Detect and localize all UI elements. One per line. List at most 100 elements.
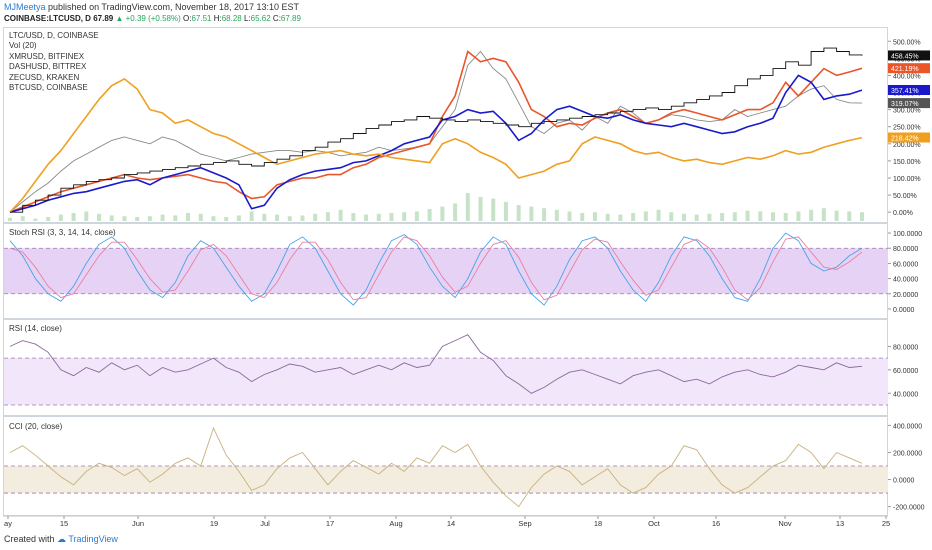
volume-bar xyxy=(262,213,267,221)
created-with-text: Created with xyxy=(4,534,55,544)
series-line-btcusd-coinbase xyxy=(10,47,863,213)
volume-bar xyxy=(427,209,432,221)
price-change: ▲ +0.39 (+0.58%) xyxy=(115,14,181,23)
volume-bar xyxy=(631,213,636,221)
volume-bar xyxy=(745,210,750,221)
open-value: O:67.51 xyxy=(183,14,212,23)
y-tick-label: 250.00% xyxy=(893,125,921,132)
last-price: 67.89 xyxy=(93,14,114,23)
volume-bar xyxy=(224,217,229,221)
y-tick-label: 500.00% xyxy=(893,39,921,46)
volume-bar xyxy=(732,212,737,221)
volume-bar xyxy=(160,214,165,221)
volume-bar xyxy=(796,211,801,221)
volume-bar xyxy=(491,198,496,221)
close-value: C:67.89 xyxy=(272,14,301,23)
last-value-badge xyxy=(888,84,930,95)
volume-bar xyxy=(681,213,686,221)
volume-bar xyxy=(847,211,852,221)
volume-bar xyxy=(414,211,419,221)
x-tick-label: 25 xyxy=(882,519,890,528)
legend-item[interactable]: Vol (20) xyxy=(9,41,37,51)
volume-bar xyxy=(275,214,280,221)
volume-bar xyxy=(821,208,826,221)
author-link[interactable]: MJMeetya xyxy=(4,2,46,12)
y-tick-label: 80.0000 xyxy=(893,344,918,351)
legend-item[interactable]: ZECUSD, KRAKEN xyxy=(9,72,80,82)
legend-item[interactable]: BTCUSD, COINBASE xyxy=(9,83,88,93)
volume-bar xyxy=(580,213,585,221)
volume-bar xyxy=(33,218,38,221)
volume-bar xyxy=(834,210,839,221)
volume-bar xyxy=(503,201,508,221)
tradingview-brand[interactable]: TradingView xyxy=(68,534,118,544)
volume-bar xyxy=(351,213,356,221)
series-line-k xyxy=(9,232,863,306)
last-value-label: 319.07% xyxy=(891,101,919,108)
y-tick-label: 400.0000 xyxy=(893,423,922,430)
y-tick-label: 0.00% xyxy=(893,210,913,217)
symbol-ohlc-row: COINBASE:LTCUSD, D 67.89 ▲ +0.39 (+0.58%… xyxy=(4,13,301,24)
volume-bar xyxy=(554,209,559,221)
series-line-xmrusd-bitfinex xyxy=(9,50,863,213)
x-tick-label: 14 xyxy=(447,519,455,528)
tradingview-logo-icon[interactable]: ☁ xyxy=(57,534,67,544)
last-value-badge xyxy=(888,132,930,143)
x-tick-label: Jun xyxy=(132,519,144,528)
volume-bar xyxy=(618,214,623,221)
volume-bar xyxy=(8,217,12,221)
y-tick-label: 0.0000 xyxy=(893,307,915,314)
volume-bar xyxy=(186,213,191,221)
y-tick-label: 150.00% xyxy=(893,159,921,166)
y-tick-label: 100.00% xyxy=(893,176,921,183)
volume-bar xyxy=(770,212,775,221)
legend-item[interactable]: DASHUSD, BITTREX xyxy=(9,62,87,72)
last-value-label: 218.42% xyxy=(891,136,919,143)
volume-bar xyxy=(249,211,254,221)
volume-bar xyxy=(84,211,89,221)
volume-bar xyxy=(440,206,445,221)
y-tick-label: 60.0000 xyxy=(893,368,918,375)
volume-bar xyxy=(758,211,763,221)
y-tick-label: 200.00% xyxy=(893,142,921,149)
series-line-ltc-usd-d-coinbase xyxy=(9,50,863,213)
stoch-rsi-label[interactable]: Stoch RSI (3, 3, 14, 14, close) xyxy=(9,228,116,237)
legend-item[interactable]: LTC/USD, D, COINBASE xyxy=(9,31,99,40)
x-tick-label: 16 xyxy=(712,519,720,528)
x-tick-label: 15 xyxy=(60,519,68,528)
volume-bar xyxy=(567,211,572,221)
volume-bar xyxy=(287,216,292,221)
low-value: L:65.62 xyxy=(243,14,271,23)
volume-bar xyxy=(147,216,152,221)
legend-item[interactable]: XMRUSD, BITFINEX xyxy=(9,51,85,61)
volume-bar xyxy=(720,213,725,221)
main-price-pane[interactable] xyxy=(3,27,888,223)
x-tick-label: Sep xyxy=(518,519,531,528)
symbol-label: COINBASE:LTCUSD, D xyxy=(4,14,91,23)
x-tick-label: 19 xyxy=(210,519,218,528)
volume-bar xyxy=(707,213,712,221)
rsi-label[interactable]: RSI (14, close) xyxy=(9,324,62,333)
volume-bar xyxy=(58,214,63,221)
volume-bar xyxy=(478,197,483,221)
y-tick-label: 400.00% xyxy=(893,73,921,80)
volume-bar xyxy=(300,215,305,221)
cci-label[interactable]: CCI (20, close) xyxy=(9,422,63,431)
volume-bar xyxy=(313,213,318,221)
y-tick-label: 40.0000 xyxy=(893,391,918,398)
volume-bar xyxy=(20,216,25,221)
volume-bar xyxy=(109,215,114,221)
last-value-badge xyxy=(888,98,930,109)
band-fill xyxy=(4,248,888,294)
volume-bar xyxy=(338,209,343,221)
series-legend: LTC/USD, D, COINBASE Vol (20) XMRUSD, BI… xyxy=(9,31,99,93)
publish-header: MJMeetya published on TradingView.com, N… xyxy=(4,2,299,13)
last-value-label: 357.41% xyxy=(891,88,919,95)
volume-bar xyxy=(592,212,597,221)
high-value: H:68.28 xyxy=(213,14,242,23)
volume-bar xyxy=(198,213,203,221)
volume-bar xyxy=(809,209,814,221)
band-fill xyxy=(4,466,888,494)
volume-bar xyxy=(135,217,140,221)
